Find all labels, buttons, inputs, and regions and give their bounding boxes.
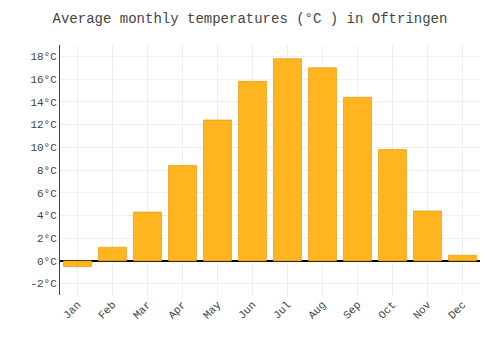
svg-text:0°C: 0°C (37, 256, 57, 268)
svg-text:-2°C: -2°C (30, 278, 57, 290)
svg-text:6°C: 6°C (37, 188, 57, 200)
svg-text:Average monthly temperatures (: Average monthly temperatures (°C ) in Of… (53, 11, 448, 27)
svg-text:Mar: Mar (131, 299, 153, 321)
svg-text:Jul: Jul (271, 299, 293, 321)
svg-text:May: May (201, 299, 224, 322)
svg-text:Oct: Oct (376, 299, 398, 321)
svg-text:16°C: 16°C (30, 74, 57, 86)
svg-text:Dec: Dec (446, 299, 468, 321)
svg-text:Sep: Sep (341, 299, 363, 321)
svg-text:Nov: Nov (411, 299, 434, 322)
svg-text:Apr: Apr (166, 299, 188, 321)
svg-text:Feb: Feb (96, 299, 118, 321)
svg-text:Jan: Jan (61, 299, 83, 321)
svg-text:Jun: Jun (236, 299, 258, 321)
svg-text:2°C: 2°C (37, 233, 57, 245)
svg-text:Aug: Aug (306, 299, 328, 321)
svg-text:8°C: 8°C (37, 165, 57, 177)
svg-text:18°C: 18°C (30, 51, 57, 63)
svg-text:12°C: 12°C (30, 119, 57, 131)
svg-text:10°C: 10°C (30, 142, 57, 154)
svg-text:4°C: 4°C (37, 210, 57, 222)
svg-text:14°C: 14°C (30, 97, 57, 109)
